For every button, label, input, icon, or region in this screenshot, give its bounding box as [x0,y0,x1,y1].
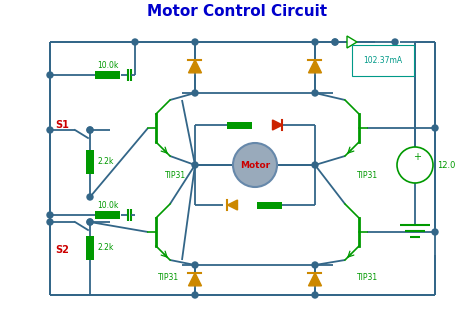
Circle shape [47,127,53,133]
Circle shape [87,127,93,133]
Text: TIP31: TIP31 [165,171,186,181]
Circle shape [192,262,198,268]
Polygon shape [309,60,321,73]
Text: 102.37mA: 102.37mA [363,56,402,65]
Circle shape [312,90,318,96]
Text: TIP31: TIP31 [357,171,378,181]
Circle shape [192,292,198,298]
Polygon shape [309,273,321,286]
Text: 10.0k: 10.0k [97,60,118,70]
Circle shape [87,194,93,200]
Polygon shape [228,200,237,210]
Text: Motor Control Circuit: Motor Control Circuit [147,5,327,20]
Text: TIP31: TIP31 [357,273,378,283]
Circle shape [312,262,318,268]
Text: S2: S2 [55,245,69,255]
Text: 10.0k: 10.0k [97,200,118,210]
Circle shape [392,39,398,45]
Bar [86,236,94,260]
Circle shape [397,147,433,183]
Text: +: + [413,152,421,162]
Polygon shape [189,60,201,73]
Circle shape [87,127,93,133]
Circle shape [47,219,53,225]
Circle shape [432,125,438,131]
Circle shape [47,212,53,218]
Polygon shape [189,273,201,286]
Text: S1: S1 [55,120,69,130]
Circle shape [432,229,438,235]
Circle shape [192,39,198,45]
Polygon shape [273,120,283,130]
Circle shape [332,39,338,45]
Circle shape [87,219,93,225]
Circle shape [192,162,198,168]
Text: 12.0: 12.0 [437,161,456,169]
Circle shape [312,162,318,168]
Circle shape [132,39,138,45]
Circle shape [47,72,53,78]
Circle shape [312,292,318,298]
Bar [86,150,94,174]
Text: TIP31: TIP31 [158,273,179,283]
Circle shape [192,90,198,96]
Text: Motor: Motor [240,161,270,169]
Text: 2.2k: 2.2k [98,158,114,166]
Circle shape [312,39,318,45]
Circle shape [233,143,277,187]
Bar [95,211,120,219]
Bar [228,122,253,129]
Circle shape [332,39,338,45]
Circle shape [87,219,93,225]
Text: 2.2k: 2.2k [98,244,114,252]
Polygon shape [347,36,357,48]
Bar [95,71,120,79]
Bar [257,201,283,209]
